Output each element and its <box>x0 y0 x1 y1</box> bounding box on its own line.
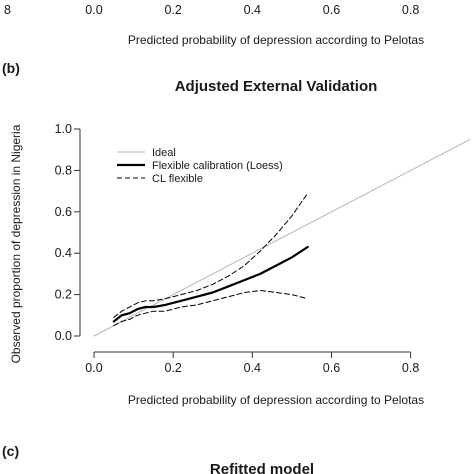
top-fragment-tick-label: 0.4 <box>244 3 261 17</box>
y-tick-label: 0.6 <box>55 205 72 219</box>
top-fragment-tick-label: 0.2 <box>164 3 181 17</box>
legend-label: Flexible calibration (Loess) <box>152 160 283 172</box>
top-fragment-axis-char: 8 <box>4 3 11 17</box>
cl-lower-line <box>113 290 309 327</box>
top-fragment-ticks: 0.0 0.2 0.4 0.6 0.8 <box>85 3 419 17</box>
y-tick-label: 1.0 <box>55 122 72 136</box>
panel-c-label: (c) <box>2 443 19 459</box>
cl-upper-line <box>113 192 309 318</box>
chart-series <box>93 138 471 337</box>
y-tick-label: 0.0 <box>55 329 72 343</box>
x-tick-label: 0.8 <box>402 361 419 375</box>
ideal-line <box>93 138 471 337</box>
x-tick-label: 0.0 <box>85 361 102 375</box>
x-tick-label: 0.6 <box>323 361 340 375</box>
legend-label: Ideal <box>152 147 176 159</box>
x-tick-label: 0.4 <box>244 361 261 375</box>
legend-label: CL flexible <box>152 173 203 185</box>
y-tick-label: 0.2 <box>55 288 72 302</box>
panel-c-title: Refitted model <box>210 461 314 474</box>
y-tick-label: 0.8 <box>55 163 72 177</box>
chart-title: Adjusted External Validation <box>175 78 378 95</box>
chart-axes: 0.0 0.2 0.4 0.6 0.8 1.0 0.0 0.2 0.4 0.6 0.8 <box>55 122 420 375</box>
loess-calibration-line <box>112 245 309 323</box>
x-axis-label: Predicted probability of depression acco… <box>128 393 424 407</box>
top-fragment-tick-label: 0.0 <box>85 3 102 17</box>
top-fragment-tick-label: 0.8 <box>402 3 419 17</box>
panel-b-label: (b) <box>2 60 20 76</box>
top-fragment-xlabel: Predicted probability of depression acco… <box>128 33 424 47</box>
top-fragment-tick-label: 0.6 <box>323 3 340 17</box>
y-axis-label: Observed proportion of depression in Nig… <box>9 124 23 363</box>
y-tick-label: 0.4 <box>55 246 72 260</box>
x-tick-label: 0.2 <box>164 361 181 375</box>
